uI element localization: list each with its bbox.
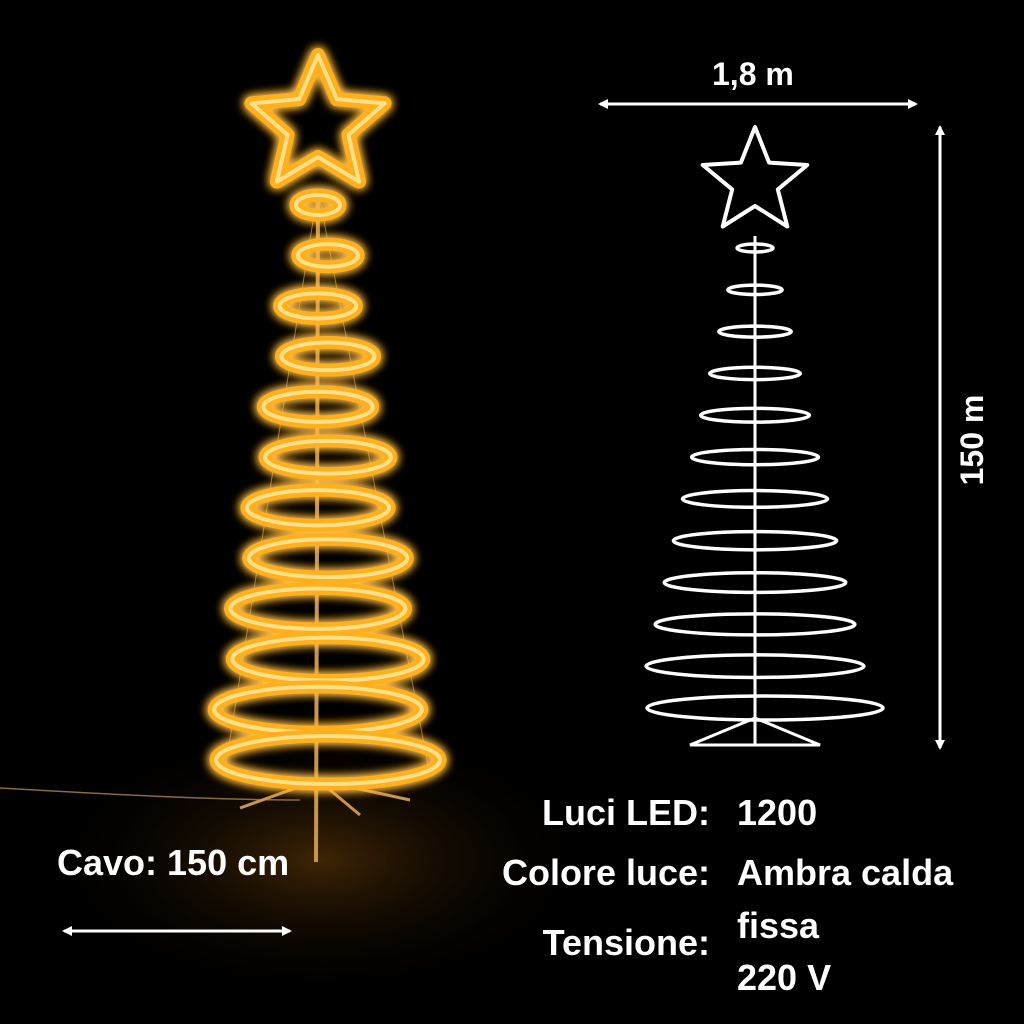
star-outline <box>700 125 810 229</box>
spiral-loop-core <box>228 586 408 631</box>
spec-label-leds: Luci LED: <box>542 792 710 833</box>
spec-label-voltage: Tensione: <box>542 922 710 963</box>
spiral-loop-outline <box>662 570 848 595</box>
width-label: 1,8 m <box>712 56 794 92</box>
spiral-loop-core <box>263 438 393 476</box>
spec-value-color: Ambra calda <box>737 852 954 893</box>
spiral-loop-outline <box>735 242 775 254</box>
cable-label: Cavo: 150 cm <box>57 842 290 883</box>
glowing-spiral-tree-photo <box>0 48 447 863</box>
spiral-loop-outline <box>717 324 793 339</box>
led-tube-spiral <box>207 48 447 791</box>
power-cable <box>0 787 301 801</box>
spiral-loop-outline <box>653 612 857 637</box>
spiral-loop-outline <box>707 365 803 382</box>
spiral-loop-outline <box>698 406 812 424</box>
spec-value-leds: 1200 <box>737 792 818 833</box>
spec-value-voltage-2: 220 V <box>737 957 832 998</box>
spiral-loop-outline <box>644 653 866 680</box>
spiral-loop-core <box>246 537 410 580</box>
spiral-loop-outline <box>726 283 784 297</box>
spiral-loop-core <box>214 734 442 786</box>
stand-outline <box>689 716 821 747</box>
spiral-loop-core <box>279 340 377 373</box>
height-label: 150 m <box>954 394 990 486</box>
spiral-loop-core <box>244 488 392 528</box>
spiral-loop-core <box>261 389 375 424</box>
spiral-loop-core <box>294 193 342 217</box>
spiral-loop-outline <box>671 529 839 552</box>
star-core <box>249 53 387 184</box>
spiral-loop-core <box>295 242 361 269</box>
spiral-loop-core <box>277 291 359 321</box>
spiral-loop-outline <box>645 694 885 722</box>
spiral-loop-outline <box>689 447 821 467</box>
spiral-loop-outline <box>680 488 830 510</box>
spec-value-voltage-1: fissa <box>737 905 820 946</box>
spec-label-color: Colore luce: <box>501 852 710 893</box>
tree-line-drawing <box>644 125 885 747</box>
